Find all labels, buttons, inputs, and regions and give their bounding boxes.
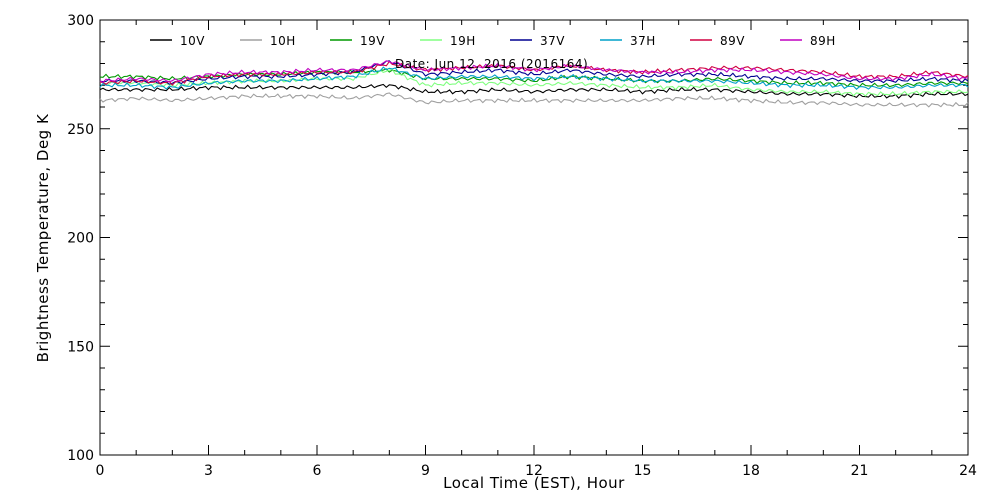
y-tick-label: 100 (67, 448, 94, 464)
x-tick-label: 3 (204, 463, 213, 479)
legend-label-10v: 10V (180, 34, 205, 48)
x-axis-label: Local Time (EST), Hour (443, 474, 625, 492)
x-tick-label: 24 (959, 463, 977, 479)
legend-label-19v: 19V (360, 34, 385, 48)
x-tick-label: 18 (742, 463, 760, 479)
series-line-10v (99, 83, 969, 99)
y-tick-label: 300 (67, 13, 94, 29)
legend-label-19h: 19H (450, 34, 476, 48)
x-tick-label: 12 (525, 463, 543, 479)
x-tick-label: 21 (851, 463, 869, 479)
legend-label-37h: 37H (630, 34, 656, 48)
y-tick-label: 200 (67, 231, 94, 247)
series-lines (99, 60, 969, 108)
x-tick-label: 15 (634, 463, 652, 479)
legend: 10V 10H 19V 19H 37V 37H 89V 89H (150, 34, 836, 48)
x-tick-label: 9 (421, 463, 430, 479)
x-tick-label: 0 (96, 463, 105, 479)
x-tick-label: 6 (313, 463, 322, 479)
series-line-19h (99, 68, 969, 97)
series-line-37v (99, 60, 969, 85)
series-line-89h (99, 60, 969, 84)
legend-label-37v: 37V (540, 34, 565, 48)
date-annotation: Date: Jun 12, 2016 (2016164) (395, 57, 588, 71)
y-axis-label: Brightness Temperature, Deg K (34, 113, 52, 362)
legend-label-89v: 89V (720, 34, 745, 48)
y-tick-label: 150 (67, 339, 94, 355)
series-line-10h (99, 92, 969, 108)
y-tick-label: 250 (67, 122, 94, 138)
legend-label-89h: 89H (810, 34, 836, 48)
axis-ticks: 0 3 6 9 12 15 18 21 24 100 150 200 250 300 (67, 13, 977, 479)
legend-label-10h: 10H (270, 34, 296, 48)
series-line-37h (99, 66, 969, 90)
